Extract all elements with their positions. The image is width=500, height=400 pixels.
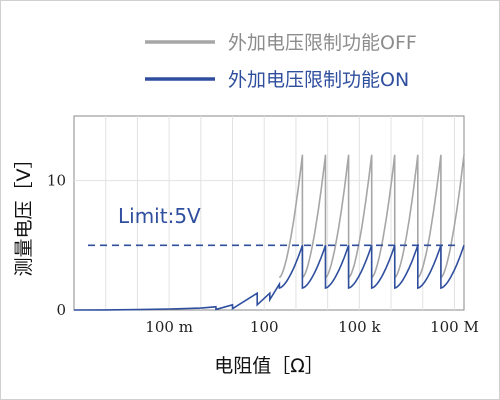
x-tick-label: 100 m bbox=[145, 318, 193, 336]
plot-area bbox=[73, 115, 465, 311]
legend-label-on: 外加电压限制功能ON bbox=[228, 69, 409, 91]
legend-label-off: 外加电压限制功能OFF bbox=[228, 32, 417, 54]
x-axis-label: 电阻值［Ω］ bbox=[214, 355, 324, 377]
y-axis-label: 测量电压［V］ bbox=[13, 150, 35, 277]
x-tick-label: 100 M bbox=[430, 318, 479, 336]
y-tick-label: 10 bbox=[47, 172, 66, 190]
x-tick-label: 100 bbox=[250, 318, 279, 336]
grid bbox=[74, 116, 464, 310]
series-line-off bbox=[278, 154, 465, 280]
y-tick-label: 0 bbox=[56, 301, 66, 319]
x-tick-label: 100 k bbox=[338, 318, 381, 336]
series-line-on bbox=[73, 245, 465, 311]
limit-label: Limit:5V bbox=[118, 204, 201, 228]
series-layer bbox=[73, 154, 465, 311]
